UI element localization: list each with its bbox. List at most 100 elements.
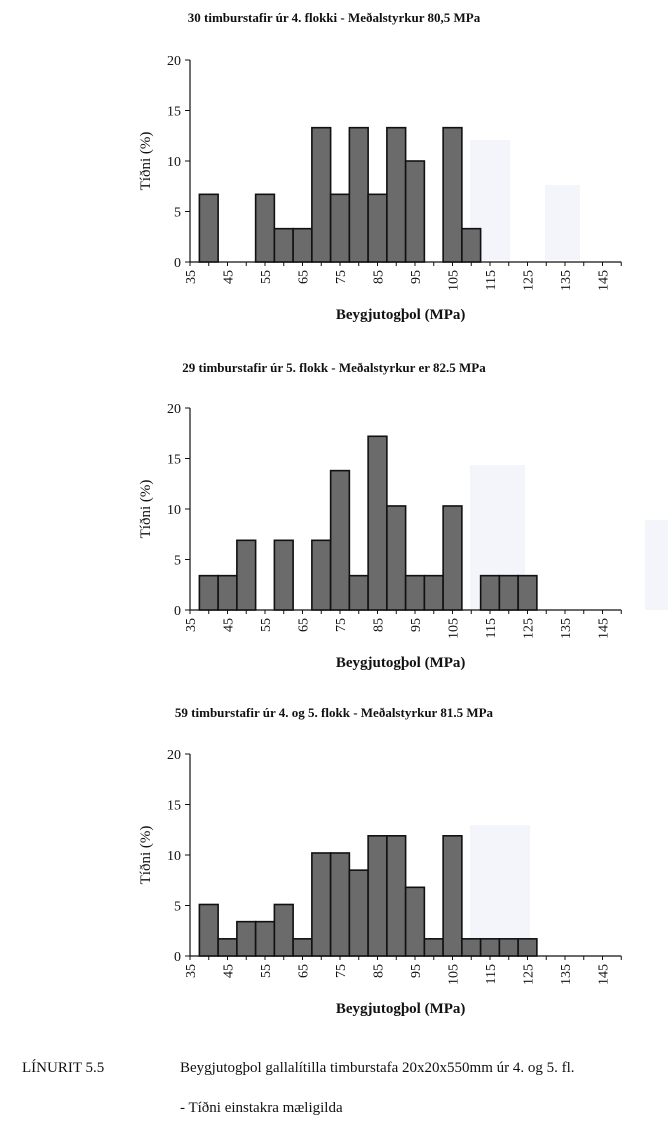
x-tick-label: 35 xyxy=(184,618,199,632)
chart-title: 29 timburstafir úr 5. flokk - Meðalstyrk… xyxy=(182,360,486,375)
histogram-bar xyxy=(329,469,351,611)
y-tick-label: 10 xyxy=(167,503,181,518)
y-tick-label: 15 xyxy=(167,105,181,120)
y-tick-label: 10 xyxy=(167,155,181,170)
histogram-bar xyxy=(311,126,332,263)
histogram-bar xyxy=(329,852,351,957)
x-tick-label: 35 xyxy=(184,964,199,978)
y-tick-label: 0 xyxy=(174,256,181,271)
histogram-bar xyxy=(348,574,369,611)
x-tick-label: 105 xyxy=(447,270,462,291)
x-tick-label: 135 xyxy=(559,270,574,291)
bleed-through-shape xyxy=(470,825,530,955)
bleed-through-shape xyxy=(545,185,580,260)
x-tick-label: 55 xyxy=(259,964,274,978)
histogram-bar xyxy=(517,938,538,957)
x-tick-label: 105 xyxy=(447,618,462,639)
x-tick-label: 45 xyxy=(222,618,237,632)
x-tick-label: 135 xyxy=(559,964,574,985)
x-axis-label: Beygjutogþol (MPa) xyxy=(336,655,466,671)
histogram-bar xyxy=(442,505,463,611)
histogram-bar xyxy=(367,835,388,957)
x-tick-label: 115 xyxy=(484,618,499,638)
chart-3: 0 5 10 15 20 35 45 55 65 75 85 95 105 115 125 135 145 Bey… xyxy=(138,748,622,1017)
histogram-bar xyxy=(386,126,407,263)
x-tick-label: 85 xyxy=(372,964,387,978)
histogram-bar xyxy=(423,574,444,611)
histogram-bar xyxy=(329,193,351,263)
histogram-bar xyxy=(479,574,501,611)
y-tick-label: 15 xyxy=(167,453,181,468)
chart-title: 59 timburstafir úr 4. og 5. flokk - Meða… xyxy=(174,705,494,720)
x-tick-label: 145 xyxy=(597,270,612,291)
figure-caption: Beygjutogþol gallalítilla timburstafa 20… xyxy=(180,1060,575,1076)
histogram-bar xyxy=(367,193,388,263)
x-tick-label: 65 xyxy=(297,270,312,284)
bleed-through-shape xyxy=(645,520,668,610)
histogram-bar xyxy=(442,126,463,263)
x-tick-label: 65 xyxy=(297,964,312,978)
x-tick-label: 75 xyxy=(334,270,349,284)
histogram-bar xyxy=(386,505,407,611)
histogram-bar xyxy=(254,920,276,957)
x-tick-label: 65 xyxy=(297,618,312,632)
x-tick-label: 105 xyxy=(447,964,462,985)
chart-title: 30 timburstafir úr 4. flokki - Meðalstyr… xyxy=(187,10,481,25)
histogram-bar xyxy=(217,938,238,957)
x-tick-label: 115 xyxy=(484,270,499,290)
histogram-bar xyxy=(254,193,276,263)
x-tick-label: 125 xyxy=(522,270,537,291)
histogram-bar xyxy=(273,539,294,611)
histogram-bar xyxy=(404,574,426,611)
y-tick-label: 20 xyxy=(167,402,181,417)
x-tick-label: 85 xyxy=(372,270,387,284)
x-tick-label: 95 xyxy=(409,270,424,284)
y-axis-label: Tíðni (%) xyxy=(138,132,154,191)
x-tick-label: 75 xyxy=(334,964,349,978)
histogram-bar xyxy=(198,574,219,611)
x-tick-label: 125 xyxy=(522,964,537,985)
histogram-bar xyxy=(423,938,444,957)
histogram-bar xyxy=(236,539,257,611)
y-tick-label: 15 xyxy=(167,799,181,814)
y-axis-label: Tíðni (%) xyxy=(138,480,154,539)
x-tick-label: 85 xyxy=(372,618,387,632)
y-tick-label: 5 xyxy=(174,206,181,221)
x-tick-label: 95 xyxy=(409,618,424,632)
y-axis-label: Tíðni (%) xyxy=(138,826,154,885)
histogram-bar xyxy=(367,435,388,611)
histogram-bar xyxy=(442,835,463,957)
histogram-bar xyxy=(498,938,519,957)
x-tick-label: 145 xyxy=(597,618,612,639)
histogram-bar xyxy=(236,920,257,957)
chart-2: 0 5 10 15 20 35 45 55 65 75 85 95 105 115 125 135 145 Bey… xyxy=(138,402,622,671)
histogram-bar xyxy=(404,886,426,957)
histogram-bar xyxy=(386,835,407,957)
histogram-bar xyxy=(273,227,294,263)
histogram-bar xyxy=(479,938,501,957)
x-tick-label: 35 xyxy=(184,270,199,284)
x-tick-label: 55 xyxy=(259,618,274,632)
y-tick-label: 5 xyxy=(174,900,181,915)
histogram-bar xyxy=(311,539,332,611)
histogram-bar xyxy=(517,574,538,611)
y-tick-label: 20 xyxy=(167,748,181,763)
x-tick-label: 75 xyxy=(334,618,349,632)
y-tick-label: 5 xyxy=(174,554,181,569)
histogram-bar xyxy=(198,193,219,263)
y-tick-label: 10 xyxy=(167,849,181,864)
chart-panel-2: 29 timburstafir úr 5. flokk - Meðalstyrk… xyxy=(0,345,668,690)
figure-subcaption: - Tíðni einstakra mæligilda xyxy=(180,1100,343,1116)
histogram-bar xyxy=(348,869,369,957)
y-tick-label: 0 xyxy=(174,604,181,619)
x-tick-label: 45 xyxy=(222,964,237,978)
x-tick-label: 125 xyxy=(522,618,537,639)
x-tick-label: 145 xyxy=(597,964,612,985)
x-tick-label: 115 xyxy=(484,964,499,984)
histogram-bar xyxy=(311,852,332,957)
x-tick-label: 45 xyxy=(222,270,237,284)
histogram-bar xyxy=(404,160,426,263)
x-tick-label: 55 xyxy=(259,270,274,284)
x-axis-label: Beygjutogþol (MPa) xyxy=(336,307,466,323)
histogram-bar xyxy=(461,938,482,957)
